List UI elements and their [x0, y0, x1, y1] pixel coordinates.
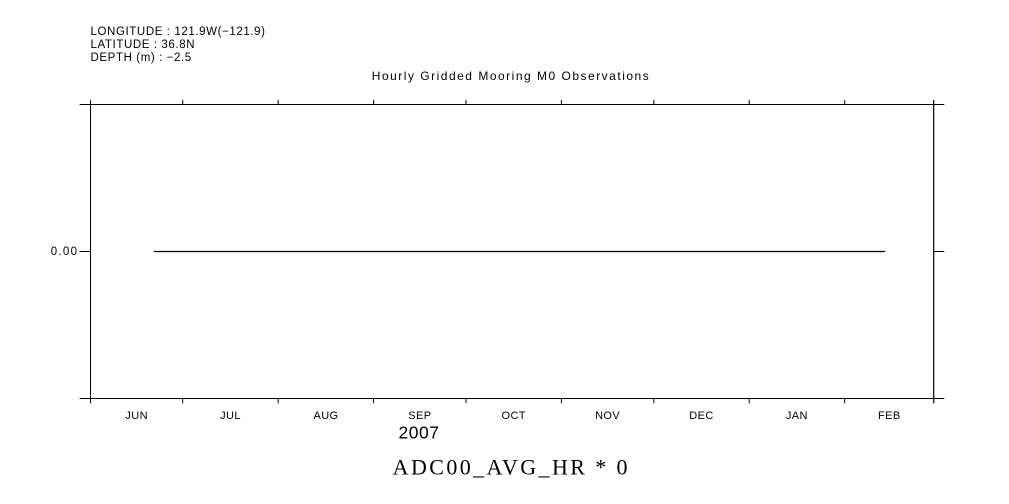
svg-text:LATITUDE : 36.8N: LATITUDE : 36.8N: [91, 39, 196, 51]
svg-text:AUG: AUG: [313, 410, 338, 422]
svg-text:SEP: SEP: [408, 410, 431, 422]
svg-text:Hourly Gridded Mooring M0 Obse: Hourly Gridded Mooring M0 Observations: [372, 69, 650, 83]
svg-text:LONGITUDE : 121.9W(−121.9): LONGITUDE : 121.9W(−121.9): [91, 26, 266, 38]
svg-text:OCT: OCT: [501, 410, 525, 422]
svg-text:0.00: 0.00: [51, 246, 79, 258]
svg-text:JUN: JUN: [125, 410, 148, 422]
svg-text:JAN: JAN: [786, 410, 808, 422]
svg-text:DEPTH (m) : −2.5: DEPTH (m) : −2.5: [91, 52, 192, 64]
svg-text:DEC: DEC: [689, 410, 713, 422]
svg-text:JUL: JUL: [220, 410, 241, 422]
svg-text:FEB: FEB: [878, 410, 901, 422]
svg-text:2007: 2007: [399, 423, 440, 443]
svg-text:NOV: NOV: [595, 410, 620, 422]
svg-text:ADC00_AVG_HR * 0: ADC00_AVG_HR * 0: [393, 455, 630, 480]
